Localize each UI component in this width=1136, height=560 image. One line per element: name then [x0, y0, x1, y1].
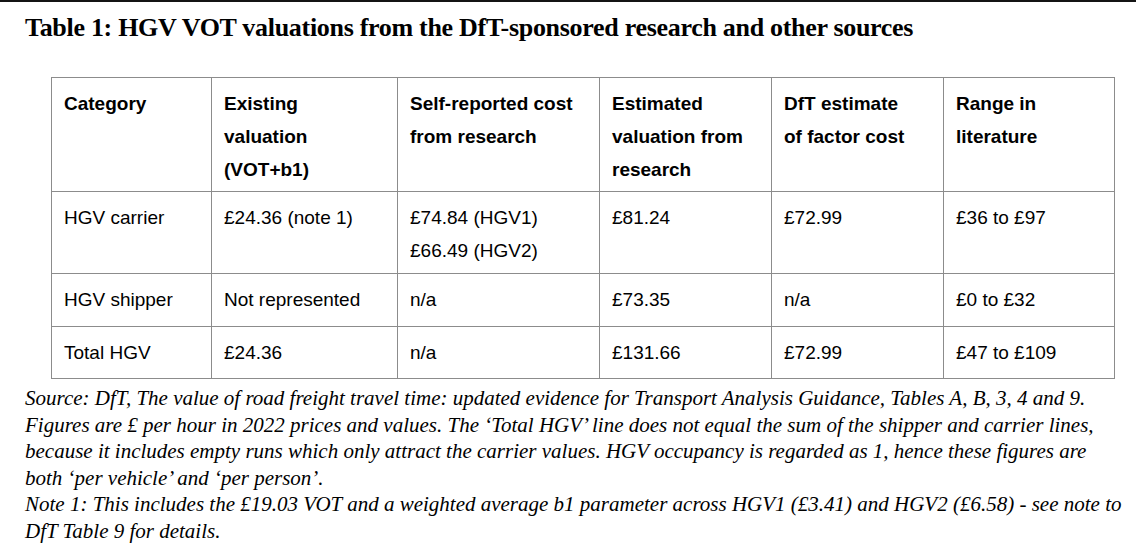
column-header-dft-estimate: DfT estimate of factor cost: [772, 78, 944, 192]
column-header-range-in-literature: Range in literature: [944, 78, 1115, 192]
table-cell: £72.99: [772, 192, 944, 274]
header-row: Category Existing valuation (VOT+b1) Sel…: [52, 78, 1115, 192]
table-row-hgv-shipper: HGV shipper Not represented n/a £73.35 n…: [52, 274, 1115, 327]
table-cell: £74.84 (HGV1) £66.49 (HGV2): [398, 192, 600, 274]
table-cell: £72.99: [772, 327, 944, 379]
table-footnotes: Source: DfT, The value of road freight t…: [25, 385, 1125, 544]
document-page: Table 1: HGV VOT valuations from the DfT…: [0, 0, 1136, 560]
table-cell: HGV shipper: [52, 274, 212, 327]
source-note: Source: DfT, The value of road freight t…: [25, 385, 1125, 491]
column-header-category: Category: [52, 78, 212, 192]
table-row-total-hgv: Total HGV £24.36 n/a £131.66 £72.99 £47 …: [52, 327, 1115, 379]
table-cell: Total HGV: [52, 327, 212, 379]
table-cell: £81.24: [600, 192, 772, 274]
table-cell: £24.36: [212, 327, 398, 379]
table-cell: £0 to £32: [944, 274, 1115, 327]
table-cell: Not represented: [212, 274, 398, 327]
column-header-existing-valuation: Existing valuation (VOT+b1): [212, 78, 398, 192]
column-header-self-reported-cost: Self-reported cost from research: [398, 78, 600, 192]
table-cell: £36 to £97: [944, 192, 1115, 274]
table-row-hgv-carrier: HGV carrier £24.36 (note 1) £74.84 (HGV1…: [52, 192, 1115, 274]
table-cell: n/a: [772, 274, 944, 327]
table-cell: £47 to £109: [944, 327, 1115, 379]
note-1: Note 1: This includes the £19.03 VOT and…: [25, 491, 1125, 544]
table-cell: HGV carrier: [52, 192, 212, 274]
table-title: Table 1: HGV VOT valuations from the DfT…: [25, 13, 913, 43]
table-cell: n/a: [398, 274, 600, 327]
table-cell: £24.36 (note 1): [212, 192, 398, 274]
table-cell: £131.66: [600, 327, 772, 379]
table-cell: £73.35: [600, 274, 772, 327]
column-header-estimated-valuation: Estimated valuation from research: [600, 78, 772, 192]
table-cell: n/a: [398, 327, 600, 379]
hgv-vot-table: Category Existing valuation (VOT+b1) Sel…: [51, 77, 1115, 379]
